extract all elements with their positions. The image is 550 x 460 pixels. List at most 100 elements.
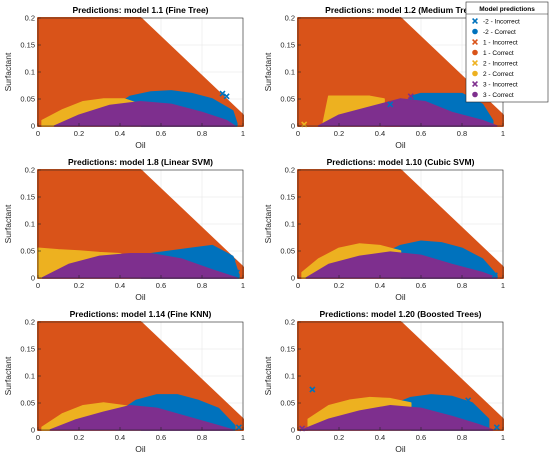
x-tick-label: 0.6 [416, 433, 426, 442]
x-tick-label: 1 [501, 281, 505, 290]
y-tick-label: 0.2 [285, 166, 295, 175]
subplot-title: Predictions: model 1.1 (Fine Tree) [72, 5, 208, 15]
subplot-title: Predictions: model 1.10 (Cubic SVM) [327, 157, 475, 167]
x-tick-label: 0.8 [197, 129, 207, 138]
x-tick-label: 0.6 [156, 281, 166, 290]
class-3-correct-points [41, 252, 238, 279]
y-axis-label: Surfactant [263, 356, 273, 395]
x-tick-label: 0 [296, 281, 300, 290]
class-3-correct-points [53, 100, 236, 127]
x-axis-label: Oil [395, 444, 406, 454]
legend-entry-label: 1 - Incorrect [483, 39, 518, 46]
y-tick-label: 0.1 [285, 68, 295, 77]
legend-entry-label: 3 - Incorrect [483, 81, 518, 88]
x-axis-label: Oil [395, 140, 406, 150]
y-tick-label: 0.1 [285, 220, 295, 229]
y-tick-label: 0.1 [285, 372, 295, 381]
x-tick-label: 0.8 [457, 433, 467, 442]
y-tick-label: 0.15 [20, 345, 35, 354]
x-tick-label: 0.2 [334, 129, 344, 138]
legend-entry-label: -2 - Incorrect [483, 18, 520, 25]
legend-entry-label: 2 - Incorrect [483, 60, 518, 67]
y-tick-label: 0.2 [25, 14, 35, 23]
class-neg2-incorrect-marker [493, 424, 500, 431]
x-tick-label: 0.6 [156, 433, 166, 442]
y-tick-label: 0.1 [25, 68, 35, 77]
legend-marker-dot [472, 91, 478, 98]
x-axis-label: Oil [395, 292, 406, 302]
y-tick-label: 0.15 [20, 41, 35, 50]
x-tick-label: 0.8 [457, 281, 467, 290]
class-3-correct-points [49, 404, 234, 431]
subplot-title: Predictions: model 1.20 (Boosted Trees) [319, 309, 481, 319]
class-neg2-incorrect-marker [235, 424, 242, 431]
y-tick-label: 0.05 [20, 247, 35, 256]
legend-entry-label: -2 - Correct [483, 29, 516, 36]
x-tick-label: 1 [241, 281, 245, 290]
x-axis-label: Oil [135, 444, 146, 454]
x-tick-label: 0.4 [375, 433, 385, 442]
subplot-title: Predictions: model 1.2 (Medium Tree) [325, 5, 476, 15]
x-tick-label: 0.4 [375, 129, 385, 138]
y-tick-label: 0.05 [20, 95, 35, 104]
x-tick-label: 0.8 [457, 129, 467, 138]
x-tick-label: 0 [36, 281, 40, 290]
x-tick-label: 0 [36, 129, 40, 138]
x-tick-label: 0 [296, 433, 300, 442]
class-neg2-incorrect-marker [229, 258, 236, 265]
y-axis-label: Surfactant [3, 52, 13, 91]
x-axis-label: Oil [135, 292, 146, 302]
legend-marker-x [472, 18, 478, 24]
y-tick-label: 0.2 [25, 318, 35, 327]
legend-box [465, 1, 549, 103]
y-axis-label: Surfactant [3, 204, 13, 243]
class-3-incorrect-marker [407, 93, 414, 100]
class-3-correct-points [305, 251, 498, 279]
y-axis-label: Surfactant [263, 204, 273, 243]
legend-title: Model predictions [479, 6, 535, 13]
subplot-3: 0 0.2 0.4 0.6 0.8 1 0 0.05 0.1 0.15 0.2 Predictions… [3, 157, 245, 302]
class-neg2-incorrect-marker [309, 386, 316, 393]
y-tick-label: 0.2 [25, 166, 35, 175]
x-tick-label: 0.6 [156, 129, 166, 138]
x-tick-label: 1 [241, 129, 245, 138]
class-3-correct-points [301, 404, 494, 431]
x-tick-label: 0.4 [115, 433, 125, 442]
legend-marker-x [472, 60, 478, 66]
x-tick-label: 0 [36, 433, 40, 442]
y-tick-label: 0.15 [280, 41, 295, 50]
subplot-title: Predictions: model 1.8 (Linear SVM) [68, 157, 213, 167]
y-tick-label: 0.15 [280, 345, 295, 354]
y-axis-label: Surfactant [263, 52, 273, 91]
class-2-incorrect-marker [43, 120, 50, 127]
legend-marker-x [472, 81, 478, 87]
x-tick-label: 0.2 [74, 129, 84, 138]
x-tick-label: 1 [501, 433, 505, 442]
x-tick-label: 1 [241, 433, 245, 442]
subplot-1: 0 0.2 0.4 0.6 0.8 1 0 0.05 0.1 0.15 0.2 Predictions… [3, 5, 245, 150]
y-tick-label: 0.2 [285, 318, 295, 327]
legend-entry-label: 3 - Correct [483, 92, 514, 99]
y-tick-label: 0.15 [20, 193, 35, 202]
class-neg2-incorrect-marker [162, 90, 169, 97]
x-axis-label: Oil [135, 140, 146, 150]
x-tick-label: 1 [501, 129, 505, 138]
class-neg2-incorrect-marker [223, 93, 230, 100]
x-tick-label: 0.6 [416, 129, 426, 138]
legend-marker-dot [472, 70, 478, 77]
legend-entry-label: 1 - Correct [483, 50, 514, 57]
y-axis-label: Surfactant [3, 356, 13, 395]
y-tick-label: 0.05 [280, 95, 295, 104]
y-tick-label: 0.1 [25, 372, 35, 381]
class-neg2-incorrect-marker [219, 90, 226, 97]
x-tick-label: 0.4 [115, 129, 125, 138]
y-tick-label: 0.05 [280, 399, 295, 408]
class-neg2-incorrect-marker [465, 397, 472, 404]
x-tick-label: 0.4 [115, 281, 125, 290]
x-tick-label: 0.8 [197, 433, 207, 442]
legend-marker-dot [472, 28, 478, 35]
x-tick-label: 0.2 [334, 281, 344, 290]
x-tick-label: 0.2 [74, 281, 84, 290]
y-tick-label: 0.05 [20, 399, 35, 408]
